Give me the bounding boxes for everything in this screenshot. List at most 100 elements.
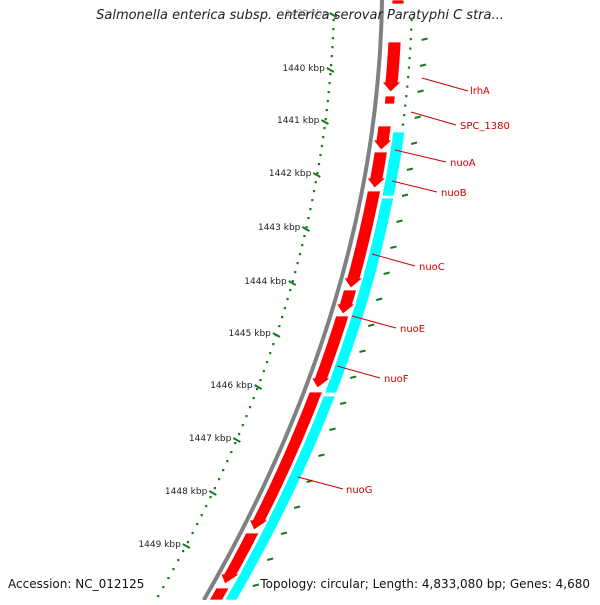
ruler-label: 1442 kbp — [269, 169, 312, 179]
track-dot — [172, 568, 175, 571]
gene-arrow[interactable] — [381, 41, 403, 93]
gene-arrow[interactable] — [391, 0, 405, 5]
tick-mark — [359, 349, 366, 353]
gene-leader-line — [351, 315, 397, 329]
tick-mark — [329, 427, 336, 431]
gene-label[interactable]: nuoG — [346, 485, 373, 496]
gene-label[interactable]: nuoA — [450, 158, 476, 169]
track-dot — [401, 123, 404, 126]
track-dot — [281, 316, 284, 319]
ruler-label: 1440 kbp — [282, 64, 325, 74]
track-dot — [226, 460, 229, 463]
gene-leader-line — [391, 180, 438, 193]
tick-mark — [375, 297, 383, 301]
tick-mark — [396, 219, 403, 223]
ruler-label: 1446 kbp — [210, 381, 253, 391]
gene-label[interactable]: nuoC — [419, 262, 445, 273]
gene-arrow[interactable] — [381, 131, 406, 197]
outer-dotted-track — [157, 19, 335, 598]
track-dot — [167, 577, 170, 580]
track-dot — [331, 46, 334, 49]
track-dot — [317, 163, 321, 166]
ruler-tick — [288, 280, 297, 286]
track-dot — [408, 57, 411, 60]
gene-arrow[interactable] — [383, 95, 396, 105]
gene-arrow[interactable] — [335, 289, 358, 315]
track-dot — [319, 154, 322, 157]
track-dot — [205, 505, 208, 508]
track-dot — [269, 352, 272, 355]
ruler-tick — [320, 119, 329, 125]
track-dot — [332, 28, 335, 31]
gene-label[interactable]: SPC_1380 — [460, 121, 510, 132]
gene-label[interactable]: nuoF — [384, 374, 409, 385]
track-dot — [278, 325, 281, 328]
track-dot — [313, 190, 316, 193]
track-dot — [314, 181, 317, 184]
gene-leader-line — [421, 77, 469, 92]
track-dot — [252, 397, 255, 400]
track-dot — [305, 226, 308, 229]
track-dot — [320, 145, 323, 148]
track-dot — [405, 95, 408, 98]
gene-label[interactable]: nuoE — [400, 324, 425, 335]
ruler-label: 1449 kbp — [138, 540, 181, 550]
track-dot — [325, 109, 328, 112]
track-dot — [262, 370, 265, 373]
gene-leader-line — [297, 476, 344, 490]
tick-mark — [414, 115, 421, 119]
track-dot — [209, 496, 212, 499]
track-dot — [157, 595, 160, 598]
track-dot — [298, 253, 302, 256]
gene-label[interactable]: nuoB — [441, 188, 467, 199]
track-dot — [407, 66, 410, 69]
track-dot — [332, 19, 335, 22]
track-dot — [182, 550, 185, 553]
track-dot — [330, 55, 333, 58]
track-dot — [186, 541, 189, 544]
track-dot — [311, 199, 314, 202]
gene-leader-line — [336, 365, 381, 379]
track-dot — [162, 586, 165, 589]
ruler-tick — [301, 226, 310, 232]
ruler-label: 1439 kbp — [285, 9, 328, 19]
track-dot — [409, 47, 412, 50]
gene-arrow[interactable] — [220, 532, 260, 585]
gene-arrow[interactable] — [248, 391, 323, 531]
track-dot — [222, 469, 225, 472]
ruler-tick — [232, 437, 241, 443]
track-dot — [407, 76, 410, 79]
ruler-label: 1444 kbp — [244, 277, 287, 287]
ruler-tick — [208, 490, 217, 496]
ruler-tick — [182, 543, 191, 549]
tick-mark — [349, 375, 357, 379]
tick-mark — [280, 531, 288, 535]
gene-arrow[interactable] — [343, 190, 381, 289]
track-dot — [213, 487, 216, 490]
gene-arrow[interactable] — [323, 197, 395, 394]
gene-arrow[interactable] — [224, 395, 336, 601]
track-dot — [309, 208, 312, 211]
genome-title: Salmonella enterica subsp. enterica sero… — [96, 8, 504, 23]
track-dot — [200, 514, 203, 517]
gene-arrow[interactable] — [311, 315, 350, 389]
track-dot — [403, 114, 406, 117]
gene-arrow[interactable] — [366, 151, 388, 189]
track-dot — [296, 262, 299, 265]
tick-mark — [390, 245, 397, 249]
track-dot — [266, 361, 269, 364]
track-dot — [218, 478, 221, 481]
tick-mark — [266, 557, 274, 561]
track-dot — [307, 217, 310, 220]
gene-arrow[interactable] — [372, 125, 394, 151]
ruler-tick — [326, 67, 335, 73]
ruler-label: 1448 kbp — [165, 487, 208, 497]
track-dot — [177, 559, 180, 562]
gene-leader-line — [410, 111, 457, 126]
gene-label[interactable]: lrhA — [470, 86, 490, 97]
track-dot — [410, 28, 413, 31]
backbone-arc — [202, 0, 384, 601]
tick-mark — [383, 271, 390, 275]
